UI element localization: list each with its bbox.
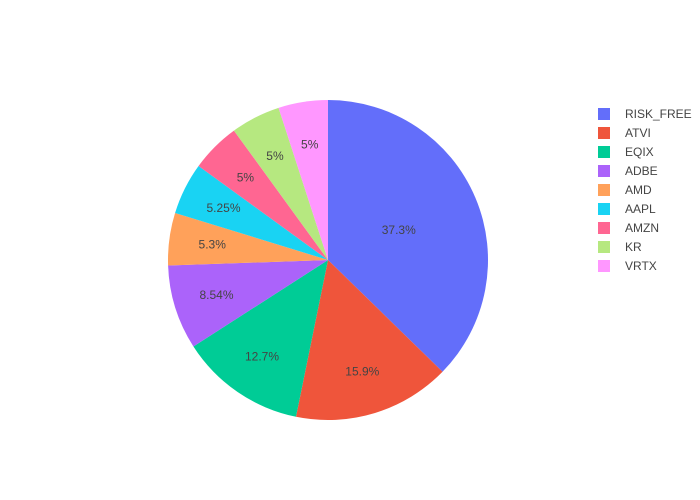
legend-swatch <box>598 260 610 272</box>
slice-label-aapl: 5.25% <box>206 201 240 215</box>
legend-swatch <box>598 241 610 253</box>
pie-slice-amd[interactable] <box>168 212 328 266</box>
legend-swatch <box>598 165 610 177</box>
slice-label-risk-free: 37.3% <box>382 223 416 237</box>
slice-label-eqix: 12.7% <box>245 349 279 363</box>
legend-label: KR <box>625 240 642 254</box>
legend-swatch <box>598 146 610 158</box>
legend-swatch <box>598 127 610 139</box>
legend-label: AAPL <box>625 202 656 216</box>
legend-swatch <box>598 108 610 120</box>
pie-slice-amzn[interactable] <box>198 130 328 260</box>
legend-label: EQIX <box>625 145 654 159</box>
pie-slice-risk-free[interactable] <box>328 100 489 372</box>
pie-slice-labels: 37.3% 15.9% 12.7% 8.54% 5.3% 5.25% 5% 5% 5% <box>199 138 417 379</box>
slice-label-amd: 5.3% <box>199 238 227 252</box>
pie-slice-eqix[interactable] <box>193 260 328 417</box>
slice-label-atvi: 15.9% <box>345 365 379 379</box>
legend-item-atvi[interactable]: ATVI <box>598 126 651 140</box>
slice-label-kr: 5% <box>266 149 284 163</box>
pie-slice-adbe[interactable] <box>168 260 328 347</box>
slice-label-amzn: 5% <box>237 170 255 184</box>
pie-slice-atvi[interactable] <box>295 260 443 420</box>
legend-swatch <box>598 184 610 196</box>
legend-item-risk-free[interactable]: RISK_FREE <box>598 107 692 121</box>
pie-slice-aapl[interactable] <box>175 165 328 260</box>
pie-slice-vrtx[interactable] <box>278 100 328 260</box>
legend-swatch <box>598 203 610 215</box>
legend-label: ADBE <box>625 164 658 178</box>
pie-slice-kr[interactable] <box>233 107 328 260</box>
legend[interactable]: RISK_FREE ATVI EQIX ADBE AMD AAPL AMZN KR VRTX <box>598 107 692 273</box>
slice-label-adbe: 8.54% <box>200 288 234 302</box>
slice-label-vrtx: 5% <box>301 138 319 152</box>
legend-item-amzn[interactable]: AMZN <box>598 221 659 235</box>
legend-item-adbe[interactable]: ADBE <box>598 164 658 178</box>
legend-item-kr[interactable]: KR <box>598 240 642 254</box>
legend-swatch <box>598 222 610 234</box>
legend-label: RISK_FREE <box>625 107 692 121</box>
legend-label: ATVI <box>625 126 651 140</box>
legend-label: AMZN <box>625 221 659 235</box>
legend-label: VRTX <box>625 259 657 273</box>
legend-item-aapl[interactable]: AAPL <box>598 202 656 216</box>
legend-item-eqix[interactable]: EQIX <box>598 145 654 159</box>
legend-label: AMD <box>625 183 652 197</box>
legend-item-amd[interactable]: AMD <box>598 183 652 197</box>
legend-item-vrtx[interactable]: VRTX <box>598 259 657 273</box>
pie-slices <box>168 100 489 420</box>
